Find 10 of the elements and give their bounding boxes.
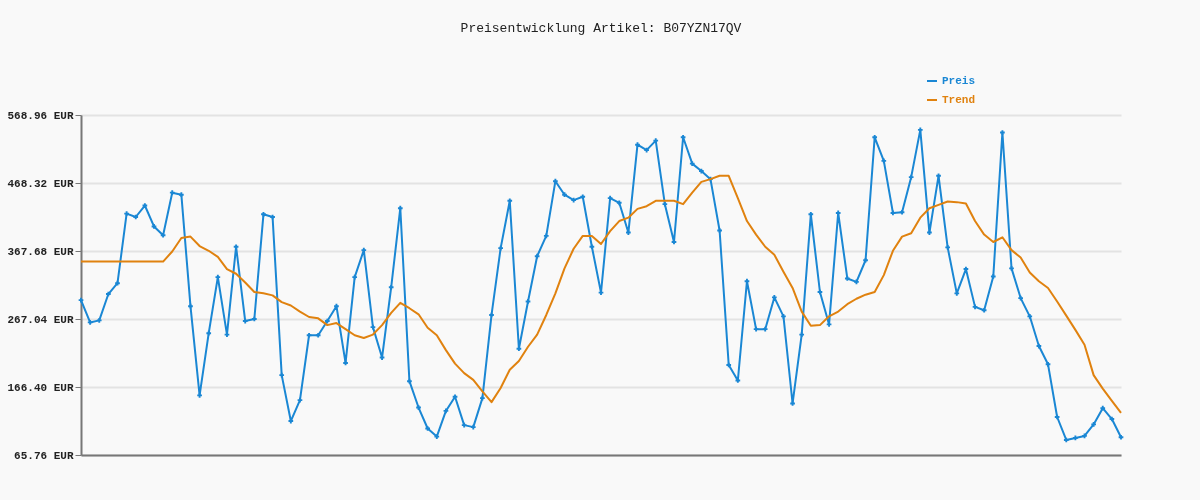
line-series [80, 174, 1122, 414]
chart-title: Preisentwicklung Artikel: B07YZN17QV [460, 21, 742, 36]
legend-label: Trend [942, 94, 976, 106]
y-tick-label: 367.68 EUR [7, 245, 74, 258]
legend-label: Preis [942, 75, 976, 87]
y-tick-label: 166.40 EUR [7, 381, 74, 394]
y-tick-label: 468.32 EUR [7, 177, 74, 190]
y-tick-label: 267.04 EUR [7, 313, 74, 326]
y-tick-label: 568.96 EUR [7, 109, 74, 122]
y-tick-label: 65.76 EUR [14, 449, 74, 462]
